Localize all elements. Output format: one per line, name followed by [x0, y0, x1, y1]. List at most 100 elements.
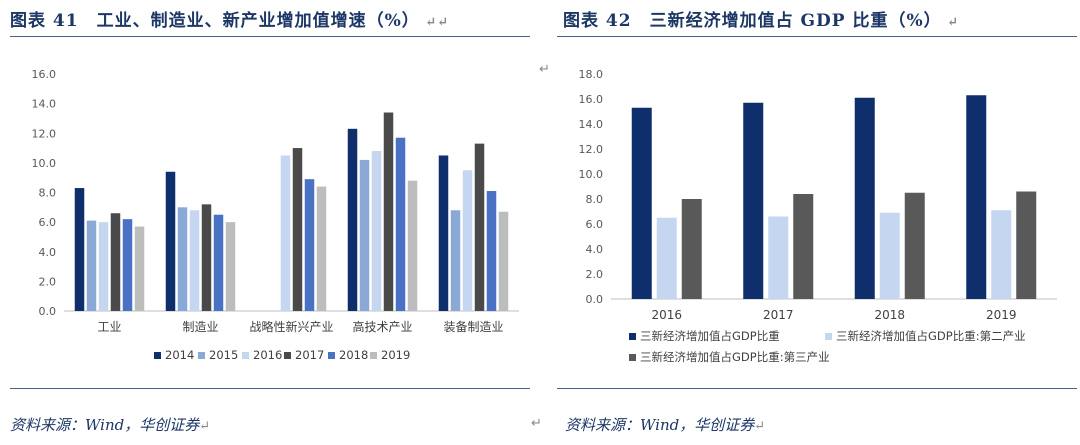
- x-tick-label: 战略性新兴产业: [249, 319, 333, 334]
- x-tick-label: 制造业: [182, 320, 218, 334]
- bar: [134, 226, 145, 311]
- y-tick-label: 12.0: [579, 143, 604, 156]
- title-rule: [10, 36, 530, 37]
- legend-label: 2019: [381, 348, 410, 362]
- bar: [383, 112, 394, 311]
- legend-swatch: [284, 352, 291, 359]
- legend-swatch: [242, 352, 249, 359]
- bar: [395, 137, 406, 311]
- bar: [213, 214, 224, 311]
- bar: [793, 194, 814, 299]
- bar: [359, 159, 370, 311]
- legend-label: 2016: [253, 348, 282, 362]
- y-tick-label: 16.0: [579, 93, 604, 106]
- y-tick-label: 10.0: [579, 168, 604, 181]
- bottom-rule: [557, 388, 1077, 389]
- y-tick-label: 8.0: [39, 187, 57, 200]
- bar: [189, 210, 200, 311]
- y-tick-label: 4.0: [39, 246, 57, 259]
- bar: [304, 179, 315, 311]
- bar: [631, 107, 652, 299]
- legend-swatch: [629, 354, 636, 361]
- right-chart-svg: 0.0 2.0 4.0 6.0 8.0 10.0 12.0 14.0 16.0 18.0 2016 2…: [579, 68, 1057, 364]
- bottom-rule: [10, 388, 530, 389]
- legend-label: 三新经济增加值占GDP比重:第二产业: [836, 329, 1026, 343]
- bar: [225, 222, 236, 311]
- legend-label: 2017: [295, 348, 324, 362]
- y-tick-label: 14.0: [32, 98, 57, 111]
- bar: [656, 217, 677, 299]
- legend-swatch: [154, 352, 161, 359]
- left-chart-svg: 0.0 2.0 4.0 6.0 8.0 10.0 12.0 14.0 16.0 工业 制造业 战略性新…: [32, 68, 519, 362]
- y-tick-label: 10.0: [32, 157, 57, 170]
- bar: [486, 191, 497, 311]
- x-tick-label: 2018: [874, 308, 905, 322]
- bar: [991, 210, 1012, 299]
- bar: [879, 212, 900, 299]
- legend-label: 2014: [165, 348, 194, 362]
- bar: [122, 219, 133, 311]
- y-tick-label: 4.0: [586, 243, 604, 256]
- y-tick-label: 18.0: [579, 68, 604, 81]
- y-tick-label: 14.0: [579, 118, 604, 131]
- bar: [474, 143, 485, 311]
- bar: [854, 97, 875, 299]
- legend-label: 三新经济增加值占GDP比重: [640, 329, 780, 343]
- legend-label: 2015: [209, 348, 238, 362]
- y-tick-label: 8.0: [586, 193, 604, 206]
- bar: [316, 186, 327, 311]
- right-source-note: 资料来源：Wind，华创证券: [565, 416, 755, 434]
- bar: [407, 180, 418, 311]
- left-source-note: 资料来源：Wind，华创证券: [10, 416, 200, 434]
- legend-label: 2018: [339, 348, 368, 362]
- legend-swatch: [629, 333, 636, 340]
- bar: [110, 213, 121, 311]
- y-tick-label: 6.0: [586, 218, 604, 231]
- bar: [74, 188, 85, 311]
- y-tick-label: 2.0: [586, 268, 604, 281]
- bar: [177, 207, 188, 311]
- return-mark-icon: ↵: [754, 419, 766, 434]
- y-tick-label: 12.0: [32, 127, 57, 140]
- bar: [280, 155, 291, 311]
- bar: [743, 102, 764, 299]
- x-tick-label: 2017: [763, 308, 794, 322]
- legend-swatch: [198, 352, 205, 359]
- bar: [498, 211, 509, 311]
- y-tick-label: 6.0: [39, 216, 57, 229]
- bar: [292, 148, 303, 311]
- x-tick-label: 装备制造业: [443, 320, 503, 334]
- legend-label: 三新经济增加值占GDP比重:第三产业: [640, 350, 830, 364]
- right-chart: 0.0 2.0 4.0 6.0 8.0 10.0 12.0 14.0 16.0 18.0 2016 2…: [567, 56, 1080, 381]
- return-mark-icon: ↵: [941, 15, 960, 30]
- x-tick-label: 工业: [97, 320, 121, 334]
- return-mark-icon: ↵: [199, 419, 211, 434]
- x-tick-label: 高技术产业: [352, 319, 412, 334]
- return-mark-icon: ↵: [531, 416, 542, 431]
- bar: [86, 220, 97, 311]
- bar: [450, 210, 461, 311]
- legend-swatch: [370, 352, 377, 359]
- bar: [98, 222, 109, 311]
- y-tick-label: 0.0: [586, 293, 604, 306]
- legend-swatch: [328, 352, 335, 359]
- bar: [1016, 191, 1037, 299]
- bar: [165, 171, 176, 311]
- x-tick-label: 2019: [986, 308, 1017, 322]
- bar: [904, 192, 925, 299]
- bar: [966, 95, 987, 299]
- right-figure-title: 图表 42 三新经济增加值占 GDP 比重（%）: [563, 11, 942, 31]
- return-mark-icon: ↵: [539, 62, 550, 77]
- bar: [371, 151, 382, 311]
- y-tick-label: 0.0: [39, 305, 57, 318]
- bar: [681, 199, 702, 299]
- bar: [462, 170, 473, 311]
- bar: [201, 204, 212, 311]
- right-figure-panel: 图表 42 三新经济增加值占 GDP 比重（%） ↵ ↵ 0.0 2.0 4.0 6.…: [531, 0, 1080, 445]
- bar: [438, 155, 449, 311]
- left-figure-title: 图表 41 工业、制造业、新产业增加值增速（%）: [10, 11, 420, 31]
- left-figure-panel: 图表 41 工业、制造业、新产业增加值增速（%） ↵↵ 0.0 2.0 4.0 6.0…: [0, 0, 535, 445]
- left-chart: 0.0 2.0 4.0 6.0 8.0 10.0 12.0 14.0 16.0 工业 制造业 战略性新…: [14, 56, 534, 381]
- y-tick-label: 2.0: [39, 275, 57, 288]
- x-tick-label: 2016: [651, 308, 682, 322]
